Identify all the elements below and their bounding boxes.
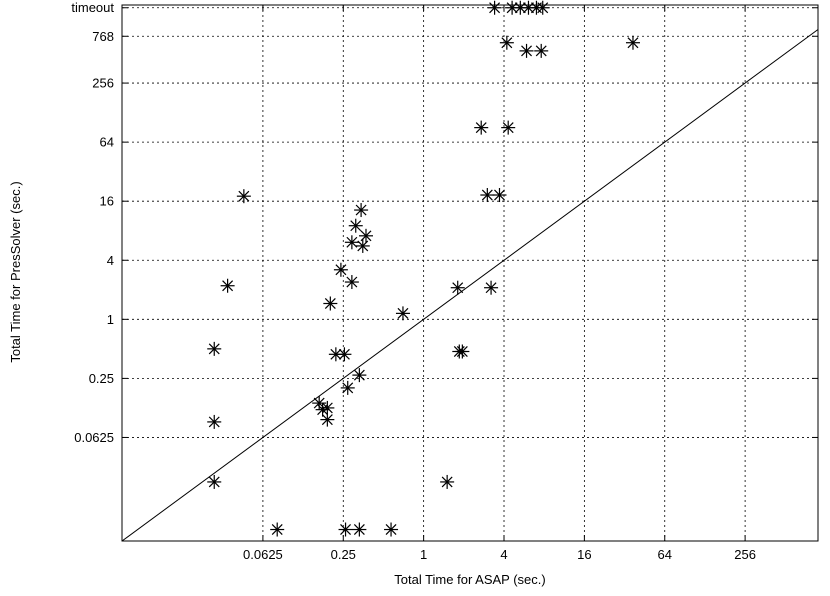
- data-point-asterisk: [534, 43, 549, 58]
- y-tick-label: 64: [100, 135, 114, 150]
- data-point-asterisk: [333, 262, 348, 277]
- x-tick-label: 256: [734, 547, 756, 562]
- data-point-asterisk: [395, 306, 410, 321]
- data-point-asterisk: [340, 380, 355, 395]
- data-point-asterisk: [455, 344, 470, 359]
- data-point-asterisk: [207, 474, 222, 489]
- data-point-asterisk: [505, 0, 520, 15]
- data-point-asterisk: [352, 522, 367, 537]
- data-point-asterisk: [207, 414, 222, 429]
- grid-lines: [122, 5, 818, 541]
- x-tick-label: 64: [658, 547, 672, 562]
- data-point-asterisk: [328, 347, 343, 362]
- data-point-asterisk: [492, 188, 507, 203]
- data-point-asterisk: [487, 0, 502, 15]
- data-point-asterisk: [499, 35, 514, 50]
- data-point-asterisk: [354, 203, 369, 218]
- x-tick-label: 16: [577, 547, 591, 562]
- data-point-asterisk: [440, 474, 455, 489]
- x-tick-label: 0.0625: [243, 547, 283, 562]
- data-point-asterisk: [519, 43, 534, 58]
- y-axis-title: Total Time for PresSolver (sec.): [8, 181, 23, 362]
- data-points: [207, 0, 640, 537]
- y-tick-label: 4: [107, 253, 114, 268]
- y-tick-label: timeout: [71, 0, 114, 15]
- data-point-asterisk: [625, 35, 640, 50]
- y-axis-ticks: 0.0625 0.25 1 4 16 64 256 768 timeout: [71, 0, 818, 445]
- y-tick-label: 256: [92, 76, 114, 91]
- x-axis-title: Total Time for ASAP (sec.): [394, 572, 545, 587]
- y-tick-label: 768: [92, 29, 114, 44]
- data-point-asterisk: [320, 412, 335, 427]
- data-point-asterisk: [480, 188, 495, 203]
- data-point-asterisk: [337, 347, 352, 362]
- data-point-asterisk: [358, 228, 373, 243]
- y-tick-label: 1: [107, 312, 114, 327]
- data-point-asterisk: [220, 278, 235, 293]
- data-point-asterisk: [352, 368, 367, 383]
- data-point-asterisk: [450, 280, 465, 295]
- data-point-asterisk: [270, 522, 285, 537]
- data-point-asterisk: [344, 275, 359, 290]
- data-point-asterisk: [344, 235, 359, 250]
- data-point-asterisk: [207, 341, 222, 356]
- data-point-asterisk: [338, 522, 353, 537]
- data-point-asterisk: [323, 296, 338, 311]
- reference-line-layer: [121, 29, 819, 542]
- data-point-asterisk: [348, 218, 363, 233]
- data-point-asterisk: [501, 120, 516, 135]
- y-tick-label: 16: [100, 194, 114, 209]
- data-point-asterisk: [513, 0, 528, 15]
- data-point-asterisk: [484, 280, 499, 295]
- data-point-asterisk: [474, 120, 489, 135]
- data-point-asterisk: [320, 400, 335, 415]
- data-point-asterisk: [384, 522, 399, 537]
- x-axis-ticks: 0.0625 0.25 1 4 16 64 256: [243, 5, 756, 562]
- diagonal-reference-line: [121, 29, 819, 542]
- plot-frame: [121, 4, 819, 542]
- data-point-asterisk: [236, 189, 251, 204]
- data-point-asterisk: [355, 238, 370, 253]
- x-tick-label: 0.25: [331, 547, 356, 562]
- x-tick-label: 1: [420, 547, 427, 562]
- y-tick-label: 0.0625: [74, 430, 114, 445]
- x-tick-label: 4: [500, 547, 507, 562]
- y-tick-label: 0.25: [89, 371, 114, 386]
- data-point-asterisk: [535, 0, 550, 15]
